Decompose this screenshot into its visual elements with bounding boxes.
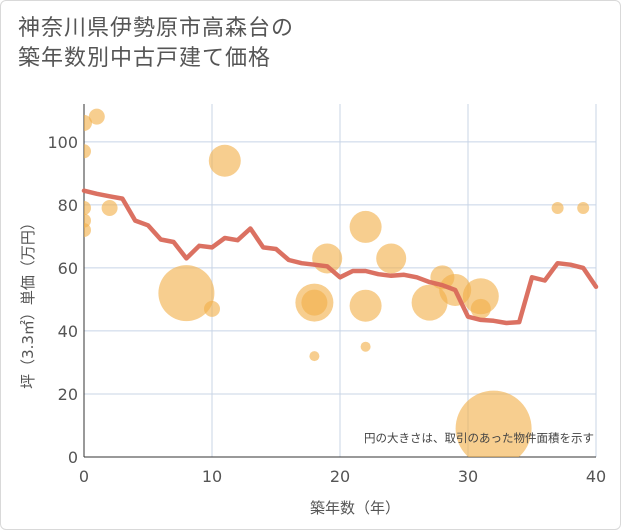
x-tick-label: 0 (79, 467, 89, 486)
scatter-bubble (577, 202, 590, 215)
x-axis-label: 築年数（年） (310, 499, 400, 517)
average-price-line (81, 188, 599, 326)
x-tick-label: 20 (330, 467, 350, 486)
axis-layer: 0 20 40 60 80 100 0 10 20 30 40 (47, 104, 606, 486)
scatter-bubble (101, 200, 118, 217)
scatter-bubble (470, 298, 491, 319)
scatter-bubble (411, 284, 448, 321)
bubble-layer (84, 108, 590, 457)
scatter-bubble (349, 289, 382, 322)
scatter-bubble (84, 144, 91, 159)
scatter-bubble (301, 289, 328, 316)
y-axis-label: 坪（3.3㎡）単価（万円） (19, 215, 37, 389)
y-tick-label: 0 (68, 448, 78, 467)
label-layer: 築年数（年） 坪（3.3㎡）単価（万円） 円の大きさは、取引のあった物件面積を示… (19, 215, 594, 517)
x-tick-label: 30 (458, 467, 478, 486)
scatter-bubble (84, 223, 91, 238)
scatter-bubble (309, 351, 320, 362)
x-tick-label: 40 (586, 467, 606, 486)
chart-title: 神奈川県伊勢原市高森台の 築年数別中古戸建て価格 (18, 14, 294, 74)
y-tick-label: 80 (58, 196, 78, 215)
scatter-bubble (360, 341, 371, 352)
bubble-size-note: 円の大きさは、取引のあった物件面積を示す (364, 431, 594, 445)
scatter-bubble (158, 265, 215, 322)
x-tick-label: 10 (202, 467, 222, 486)
y-tick-label: 60 (58, 259, 78, 278)
scatter-bubble (204, 300, 220, 317)
scatter-bubble (88, 108, 105, 125)
scatter-bubble (208, 144, 241, 177)
chart-title-line-2: 築年数別中古戸建て価格 (18, 46, 272, 71)
chart-title-line-1: 神奈川県伊勢原市高森台の (18, 16, 295, 41)
y-tick-label: 100 (47, 133, 78, 152)
scatter-bubble (551, 202, 564, 215)
y-tick-label: 40 (58, 322, 78, 341)
scatter-bubble (455, 390, 532, 457)
scatter-bubble (84, 201, 91, 216)
scatter-bubble (376, 243, 407, 274)
line-layer (81, 188, 599, 326)
grid-layer (84, 104, 597, 457)
scatter-bubble (349, 210, 382, 243)
y-tick-label: 20 (58, 385, 78, 404)
